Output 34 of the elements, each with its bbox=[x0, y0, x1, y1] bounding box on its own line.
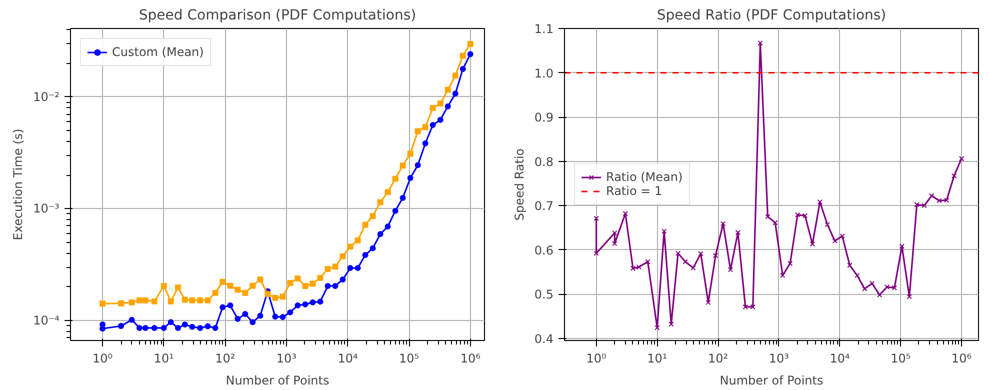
x-tick-label: 10¹ bbox=[154, 352, 174, 366]
y-tick-label: 0.9 bbox=[534, 110, 554, 125]
y-tick-label: 0.8 bbox=[534, 154, 554, 169]
x-tick-label: 10⁰ bbox=[92, 352, 113, 366]
y-tick-label: 0.4 bbox=[534, 332, 554, 346]
y-axis-title: Execution Time (s) bbox=[11, 128, 26, 240]
x-tick-label: 10⁶ bbox=[460, 352, 481, 366]
x-tick-label: 10³ bbox=[768, 352, 790, 366]
y-tick-label: 0.6 bbox=[534, 243, 554, 258]
legend-label: Ratio = 1 bbox=[606, 184, 662, 198]
y-tick-label: 0.7 bbox=[534, 199, 554, 214]
x-tick-label: 10⁵ bbox=[399, 352, 420, 366]
x-axis-title: Number of Points bbox=[226, 374, 330, 388]
x-tick-label: 10⁴ bbox=[338, 352, 358, 366]
legend-label: Custom (Mean) bbox=[112, 45, 204, 59]
x-tick-label: 10² bbox=[708, 352, 728, 366]
chart-title: Speed Ratio (PDF Computations) bbox=[656, 8, 886, 24]
y-tick-label: 10⁻³ bbox=[33, 202, 60, 216]
x-tick-label: 10⁴ bbox=[830, 352, 850, 366]
x-axis-title: Number of Points bbox=[720, 374, 824, 388]
y-tick-label: 0.5 bbox=[534, 288, 554, 302]
y-tick-label: 10⁻⁴ bbox=[33, 313, 60, 328]
y-tick-label: 1.0 bbox=[534, 66, 554, 80]
x-tick-label: 10⁰ bbox=[586, 352, 607, 366]
x-tick-label: 10⁶ bbox=[951, 352, 972, 366]
y-axis-title: Speed Ratio bbox=[512, 148, 526, 221]
x-tick-label: 10² bbox=[215, 352, 236, 366]
chart-title: Speed Comparison (PDF Computations) bbox=[138, 8, 416, 24]
x-tick-label: 10¹ bbox=[647, 352, 668, 366]
x-tick-label: 10⁵ bbox=[890, 352, 911, 366]
x-tick-label: 10³ bbox=[276, 352, 297, 366]
legend-label: Ratio (Mean) bbox=[606, 170, 683, 184]
y-tick-label: 10⁻² bbox=[33, 90, 60, 104]
y-tick-label: 1.1 bbox=[534, 22, 554, 36]
